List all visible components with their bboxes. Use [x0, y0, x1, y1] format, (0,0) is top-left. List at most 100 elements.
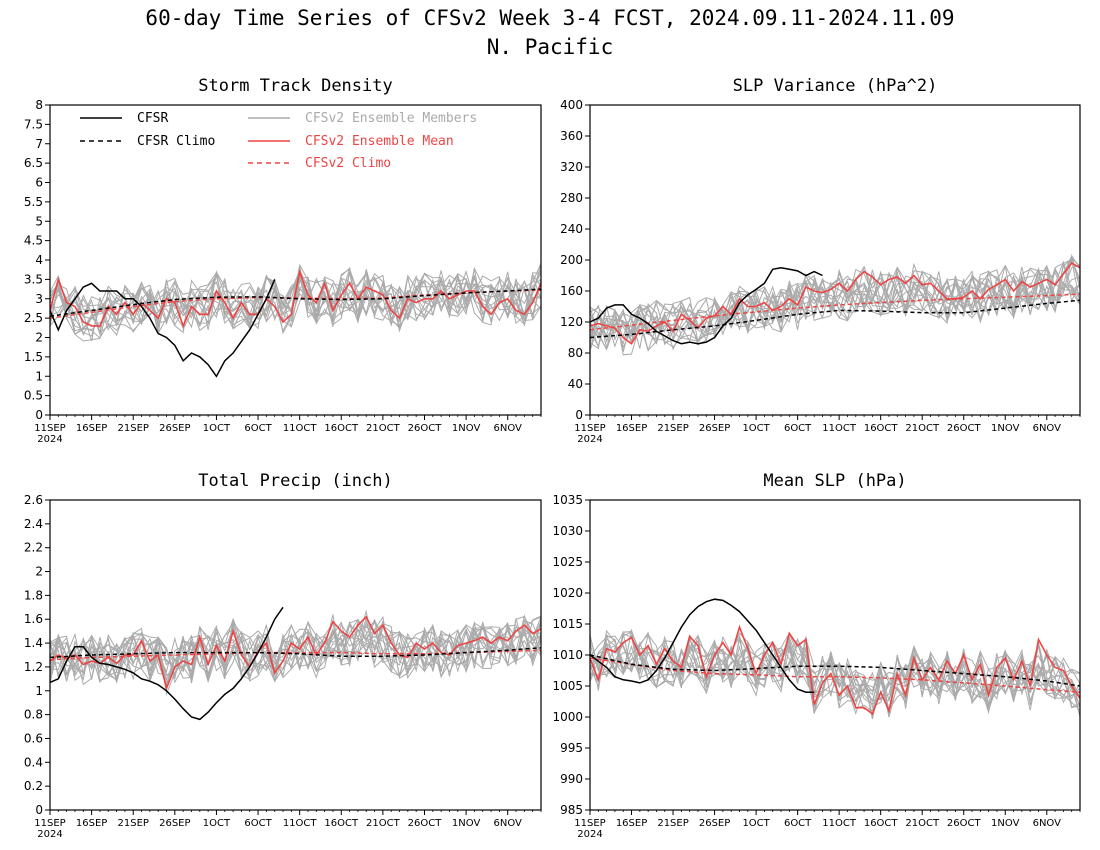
x-tick-label: 11OCT: [822, 423, 857, 434]
x-tick-label: 11SEP: [574, 423, 605, 434]
y-tick-label: 80: [568, 346, 583, 360]
ensemble-member-line: [590, 630, 1080, 718]
y-tick-label: 990: [560, 772, 583, 786]
x-tick-label: 16OCT: [864, 423, 899, 434]
y-tick-label: 3: [35, 292, 43, 306]
y-tick-label: 0.5: [24, 389, 43, 403]
y-tick-label: 0.2: [24, 779, 43, 793]
y-tick-label: 1000: [552, 710, 583, 724]
ensemble-member-line: [50, 614, 541, 696]
x-tick-label: 26SEP: [699, 423, 730, 434]
y-tick-label: 1.2: [24, 660, 43, 674]
x-tick-label: 6OCT: [784, 423, 812, 434]
y-tick-label: 2.5: [24, 311, 43, 325]
x-tick-label: 1OCT: [203, 818, 231, 829]
ensemble-member-line: [50, 619, 541, 684]
x-tick-label: 1NOV: [991, 818, 1020, 829]
x-tick-label: 1NOV: [991, 423, 1020, 434]
ensemble-member-line: [590, 267, 1080, 352]
y-tick-label: 0.6: [24, 731, 43, 745]
cfsv2-ensemble-mean-line: [590, 262, 1080, 345]
y-tick-label: 1025: [552, 555, 583, 569]
plot-frame: [49, 499, 542, 811]
y-tick-label: 5.5: [24, 195, 43, 209]
cfsr-line: [590, 267, 823, 345]
x-tick-label: 1NOV: [452, 423, 481, 434]
plot-area: [590, 598, 1080, 720]
y-tick-label: 240: [560, 222, 583, 236]
y-tick-label: 0: [575, 408, 583, 422]
y-tick-label: 1.6: [24, 612, 43, 626]
y-tick-label: 160: [560, 284, 583, 298]
y-tick-label: 4: [35, 253, 43, 267]
x-tick-label: 26OCT: [408, 818, 443, 829]
x-tick-label: 21SEP: [657, 423, 688, 434]
x-tick-label: 21OCT: [366, 423, 401, 434]
x-tick-label: 1OCT: [742, 423, 770, 434]
chart-subtitle: N. Pacific: [486, 35, 614, 59]
ensemble-member-line: [590, 266, 1080, 344]
x-tick-label: 1NOV: [452, 818, 481, 829]
x-tick-label: 21SEP: [118, 423, 149, 434]
y-tick-label: 280: [560, 191, 583, 205]
y-tick-label: 360: [560, 129, 583, 143]
x-year-label: 2024: [577, 434, 602, 445]
y-tick-label: 400: [560, 98, 583, 112]
x-tick-label: 16OCT: [324, 423, 359, 434]
x-tick-label: 11OCT: [283, 818, 318, 829]
x-tick-label: 16OCT: [324, 818, 359, 829]
y-tick-label: 5: [35, 214, 43, 228]
y-tick-label: 1: [35, 684, 43, 698]
ensemble-member-line: [590, 257, 1080, 356]
legend-label-cfsr: CFSR: [137, 111, 168, 126]
cfsr-line: [50, 279, 276, 378]
y-tick-label: 2: [35, 331, 43, 345]
x-tick-label: 26SEP: [159, 818, 190, 829]
x-tick-label: 16SEP: [76, 423, 107, 434]
x-tick-label: 1OCT: [203, 423, 231, 434]
x-tick-label: 6NOV: [494, 423, 523, 434]
y-tick-label: 1010: [552, 648, 583, 662]
panel-title: Total Precip (inch): [198, 471, 392, 491]
mean-slp-panel: Mean SLP (hPa) 985 990 995 1000 1005 1010 1015 1…: [552, 471, 1081, 840]
y-tick-label: 1005: [552, 679, 583, 693]
cfsv2-ensemble-mean-line: [590, 624, 1080, 716]
x-tick-label: 26OCT: [408, 423, 443, 434]
x-tick-label: 11OCT: [283, 423, 318, 434]
plot-area: [50, 606, 541, 721]
y-tick-label: 8: [35, 98, 43, 112]
y-tick-label: 40: [568, 377, 583, 391]
ensemble-member-line: [50, 268, 541, 331]
x-tick-label: 16SEP: [616, 423, 647, 434]
x-tick-label: 21SEP: [118, 818, 149, 829]
cfsr-climo-line: [50, 647, 541, 659]
cfsr-line: [50, 606, 284, 721]
storm-track-density-panel: Storm Track Density 0 0.5 1 1.5 2 2.5 3 3.5 4 4.5 5…: [24, 76, 542, 445]
y-tick-label: 1030: [552, 524, 583, 538]
panel-title: Storm Track Density: [198, 76, 392, 96]
plot-frame: [589, 499, 1081, 811]
total-precip-panel: Total Precip (inch) 0 0.2 0.4 0.6 0.8 1 1.2 1.4 1…: [24, 471, 542, 840]
plot-frame: [589, 104, 1081, 416]
ensemble-member-line: [590, 638, 1080, 711]
x-tick-label: 21OCT: [905, 818, 940, 829]
x-tick-label: 6OCT: [784, 818, 812, 829]
x-tick-label: 21OCT: [366, 818, 401, 829]
y-tick-label: 6: [35, 176, 43, 190]
ensemble-member-line: [590, 263, 1080, 349]
chart-title: 60-day Time Series of CFSv2 Week 3-4 FCS…: [145, 6, 955, 30]
ensemble-member-line: [50, 266, 541, 342]
y-tick-label: 120: [560, 315, 583, 329]
y-tick-label: 985: [560, 803, 583, 817]
y-tick-label: 6.5: [24, 156, 43, 170]
y-tick-label: 1.4: [24, 636, 43, 650]
panel-title: Mean SLP (hPa): [763, 471, 906, 491]
x-year-label: 2024: [37, 434, 62, 445]
x-year-label: 2024: [37, 829, 62, 840]
ensemble-member-line: [590, 633, 1080, 714]
legend: CFSR CFSR Climo CFSv2 Ensemble Members CFSv…: [80, 111, 477, 171]
plot-frame: [49, 104, 542, 416]
panel-title: SLP Variance (hPa^2): [733, 76, 938, 96]
x-tick-label: 6NOV: [494, 818, 523, 829]
plot-area: [50, 262, 541, 378]
